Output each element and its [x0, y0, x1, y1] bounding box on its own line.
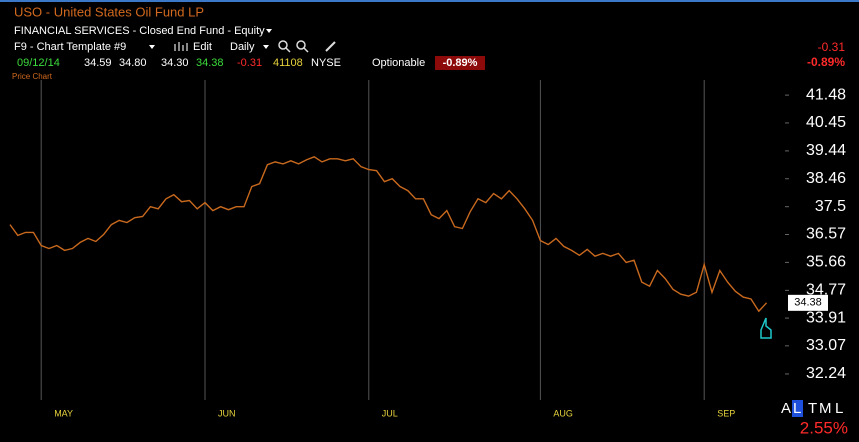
dropdown-arrow: [266, 29, 272, 33]
plot: MAY JUN JUL AUG SEP 41.48 40.45 39.44 38.46 37.5 3…: [9, 80, 846, 418]
y-tick-label: 32.24: [806, 365, 846, 382]
quote-change: -0.31: [237, 57, 262, 69]
quote-exchange: NYSE: [311, 57, 341, 69]
last-price-box: [788, 294, 828, 311]
y-tick-label: 34.77: [806, 282, 846, 299]
y-tick-label: 38.46: [806, 170, 846, 187]
zoom-out-icon[interactable]: [296, 40, 309, 53]
edit-button[interactable]: Edit: [193, 41, 212, 53]
scale-button[interactable]: A: [781, 400, 791, 417]
dropdown-arrow: [263, 45, 269, 49]
symbol-title: USO - United States Oil Fund LP: [14, 4, 204, 19]
template[interactable]: F9 - Chart Template #9: [14, 41, 126, 53]
quote-date: 09/12/14: [17, 57, 60, 69]
optionable: Optionable: [372, 57, 425, 69]
bars-icon: [174, 42, 188, 51]
draw-tool-icon[interactable]: [325, 41, 336, 52]
y-tick-label: 39.44: [806, 142, 846, 159]
scale-button-active-bg: [792, 400, 803, 417]
x-tick-label: JUN: [218, 408, 236, 418]
chart-title: Price Chart: [12, 72, 53, 81]
alert-marker[interactable]: [760, 317, 772, 339]
scale-button[interactable]: T: [808, 400, 817, 417]
quote-high: 34.80: [119, 57, 147, 69]
x-tick-label: JUL: [382, 408, 398, 418]
x-tick-label: SEP: [717, 408, 735, 418]
quote-open: 34.59: [84, 57, 112, 69]
y-tick-label: 41.48: [806, 86, 846, 103]
scale-button[interactable]: M: [819, 400, 832, 417]
quote-volume: 41108: [273, 57, 303, 69]
y-tick-label: 35.66: [806, 254, 846, 271]
x-tick-label: AUG: [553, 408, 573, 418]
y-tick-label: 33.91: [806, 309, 846, 326]
zoom-in-icon[interactable]: [278, 40, 291, 53]
quote-low: 34.30: [161, 57, 189, 69]
quote-last: 34.38: [196, 57, 224, 69]
price-line: [9, 156, 768, 313]
header-change-pct: -0.89%: [807, 55, 845, 69]
window-border: [0, 0, 859, 2]
y-tick-label: 36.57: [806, 226, 846, 243]
header-change: -0.31: [818, 40, 846, 54]
last-price-label: 34.38: [794, 297, 822, 309]
quote-change-pct: -0.89%: [443, 57, 478, 69]
y-tick-label: 40.45: [806, 114, 846, 131]
scale-step-pct: 2.55%: [800, 418, 848, 437]
classification[interactable]: FINANCIAL SERVICES - Closed End Fund - E…: [14, 25, 265, 37]
y-tick-label: 33.07: [806, 337, 846, 354]
scale-button[interactable]: L: [835, 400, 843, 417]
scale-button[interactable]: L: [793, 400, 801, 417]
y-tick-label: 37.5: [815, 198, 846, 215]
dropdown-arrow: [149, 45, 155, 49]
x-tick-label: MAY: [54, 408, 73, 418]
period-select[interactable]: Daily: [230, 41, 255, 53]
change-pct-box: [435, 56, 485, 70]
